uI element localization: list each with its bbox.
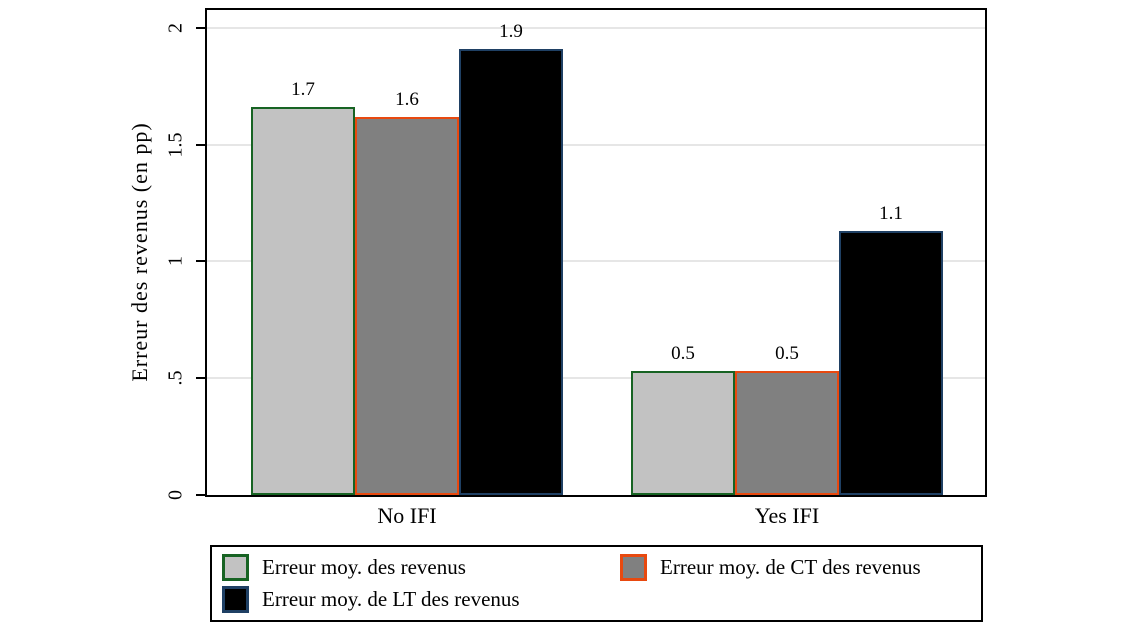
y-axis-tick-label: 1.5 <box>164 132 187 158</box>
legend-item-erreur-ct: Erreur moy. de CT des revenus <box>620 554 971 581</box>
legend-swatch-erreur-moy <box>222 554 249 581</box>
y-axis-tick-label: 2 <box>164 22 187 33</box>
bar-no-ifi-series-1 <box>251 107 355 495</box>
legend-label-erreur-lt: Erreur moy. de LT des revenus <box>262 587 520 611</box>
y-axis-tick <box>196 143 205 146</box>
bar-yes-ifi-series-1 <box>631 371 735 495</box>
bar-value-label: 1.9 <box>499 20 523 42</box>
plot-area: 1.7 1.6 1.9 0.5 0.5 1.1 <box>205 8 987 497</box>
bar-value-label: 1.7 <box>291 79 315 101</box>
bar-value-label: 0.5 <box>671 343 695 365</box>
y-axis-tick-label: 0 <box>164 490 187 500</box>
y-axis-tick <box>196 377 205 380</box>
bar-no-ifi-series-2 <box>355 116 459 495</box>
bar-yes-ifi-series-2 <box>735 371 839 495</box>
legend-label-erreur-moy: Erreur moy. des revenus <box>262 555 466 579</box>
gridline-1 <box>207 260 985 263</box>
gridline-2 <box>207 26 985 29</box>
bar-value-label: 1.6 <box>395 88 419 110</box>
legend-item-erreur-moy: Erreur moy. des revenus <box>222 554 620 581</box>
legend-swatch-erreur-ct <box>620 554 647 581</box>
y-axis-tick <box>196 494 205 496</box>
y-axis-tick-label: .5 <box>164 370 187 386</box>
gridline-1.5 <box>207 143 985 146</box>
y-axis-tick <box>196 26 205 29</box>
bar-no-ifi-series-3 <box>459 49 563 495</box>
y-axis-tick-label: 1 <box>164 256 187 267</box>
bar-value-label: 0.5 <box>775 343 799 365</box>
legend: Erreur moy. des revenus Erreur moy. de C… <box>210 545 983 622</box>
legend-label-erreur-ct: Erreur moy. de CT des revenus <box>660 555 921 579</box>
legend-item-erreur-lt: Erreur moy. de LT des revenus <box>222 586 620 613</box>
y-axis-tick <box>196 260 205 263</box>
bar-value-label: 1.1 <box>879 203 903 225</box>
x-axis-category-label: No IFI <box>377 503 437 528</box>
x-axis-category-label: Yes IFI <box>754 503 820 528</box>
gridline-.5 <box>207 377 985 380</box>
bar-yes-ifi-series-3 <box>839 231 943 495</box>
y-axis-title: Erreur des revenus (en pp) <box>127 122 152 382</box>
legend-swatch-erreur-lt <box>222 586 249 613</box>
